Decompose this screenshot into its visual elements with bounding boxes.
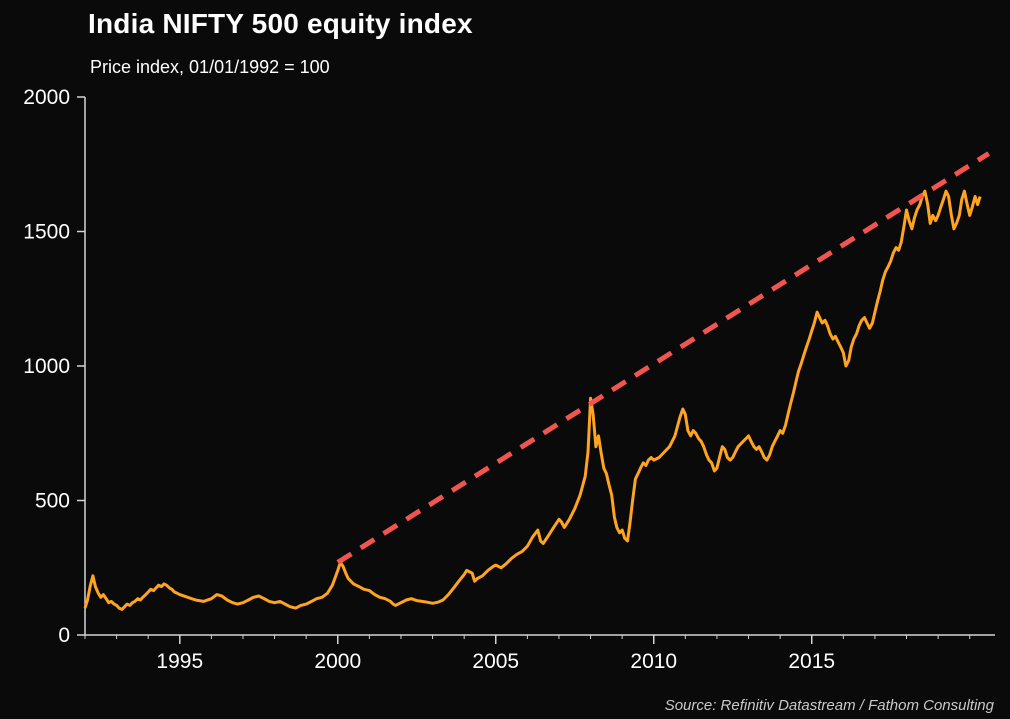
y-tick-label: 1000 xyxy=(23,355,70,378)
source-caption: Source: Refinitiv Datastream / Fathom Co… xyxy=(664,697,994,714)
series-nifty500-line xyxy=(83,189,982,611)
x-tick-label: 2015 xyxy=(788,650,835,673)
y-tick-label: 2000 xyxy=(23,86,70,109)
x-tick-label: 1995 xyxy=(156,650,203,673)
chart-subtitle: Price index, 01/01/1992 = 100 xyxy=(90,57,330,77)
y-tick-label: 0 xyxy=(58,624,70,647)
trend-dashed-line xyxy=(336,151,991,565)
chart-title: India NIFTY 500 equity index xyxy=(88,8,473,39)
x-tick-label: 2000 xyxy=(314,650,361,673)
y-tick-label: 500 xyxy=(35,490,70,513)
x-tick-label: 2005 xyxy=(472,650,519,673)
x-tick-label: 2010 xyxy=(630,650,677,673)
y-tick-label: 1500 xyxy=(23,221,70,244)
